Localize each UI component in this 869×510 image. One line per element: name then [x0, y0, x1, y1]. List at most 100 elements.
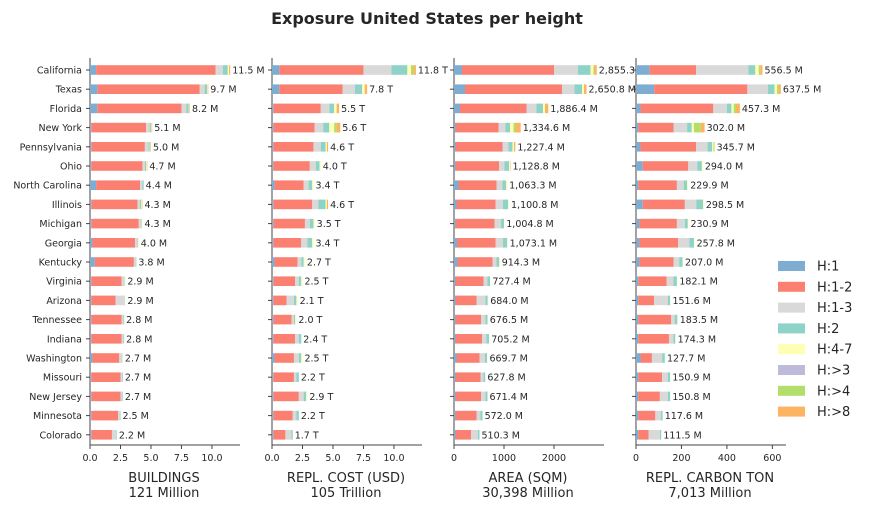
bar-segment: [142, 161, 145, 171]
bar-segment: [90, 218, 92, 229]
bar-segment: [454, 257, 458, 267]
state-label: Pennsylvania: [20, 142, 82, 153]
value-label: 2.7 M: [125, 373, 151, 384]
bar-segment: [638, 276, 667, 286]
bar-segment: [279, 84, 343, 94]
bar-segment: [483, 372, 486, 382]
bar-segment: [199, 84, 205, 94]
bar-segment: [306, 391, 308, 402]
bar-segment: [273, 199, 313, 210]
bar-segment: [778, 84, 781, 94]
bar-segment: [272, 65, 280, 75]
bar-segment: [636, 199, 643, 210]
bar-segment: [138, 218, 142, 229]
value-label: 1,886.4 M: [550, 104, 597, 115]
value-label: 298.5 M: [706, 200, 744, 211]
bar-segment: [508, 142, 513, 152]
bar-segment: [363, 65, 392, 75]
bar-segment: [334, 122, 337, 133]
bar-segment: [303, 180, 309, 190]
bar-segment: [673, 122, 688, 133]
bar-segment: [90, 161, 92, 171]
bar-segment: [460, 103, 527, 114]
bar-segment: [454, 238, 457, 248]
bar-segment: [636, 180, 639, 190]
bar-segment: [272, 238, 274, 248]
bar-segment: [638, 391, 660, 402]
bar-segment: [97, 84, 200, 94]
bar-segment: [526, 103, 537, 114]
value-label: 3.8 M: [138, 258, 164, 269]
state-label: Michigan: [39, 219, 82, 230]
bar-segment: [668, 334, 674, 344]
bar-segment: [272, 314, 274, 325]
bar-segment: [149, 142, 151, 152]
bar-segment: [274, 257, 298, 267]
state-label: Minnesota: [33, 411, 82, 422]
bar-segment: [638, 180, 677, 190]
legend-label: H:1: [817, 260, 839, 275]
bar-segment: [146, 122, 150, 133]
bar-segment: [707, 142, 713, 152]
bar-segment: [90, 65, 97, 75]
bar-segment: [638, 295, 655, 306]
bar-segment: [91, 334, 122, 344]
bar-segment: [319, 161, 321, 171]
bar-segment: [696, 199, 704, 210]
bar-segment: [666, 276, 674, 286]
bar-segment: [767, 84, 775, 94]
bar-segment: [454, 314, 456, 325]
value-label: 150.8 M: [672, 392, 710, 403]
bar-segment: [543, 103, 545, 114]
bar-segment: [90, 353, 93, 363]
bar-segment: [301, 353, 303, 363]
x-axis-total: 105 Trillion: [311, 486, 382, 501]
bar-segment: [298, 276, 302, 286]
bar-segment: [121, 334, 124, 344]
bar-segment: [455, 122, 499, 133]
bar-segment: [636, 430, 639, 440]
value-label: 556.5 M: [764, 66, 802, 77]
value-label: 2.9 M: [127, 296, 153, 307]
value-label: 294.0 M: [705, 162, 743, 173]
bar-segment: [454, 161, 456, 171]
legend-swatch: [778, 302, 805, 313]
value-label: 637.5 M: [783, 85, 821, 96]
bar-segment: [295, 276, 299, 286]
bar-segment: [454, 122, 456, 133]
bar-segment: [291, 430, 293, 440]
bar-segment: [726, 103, 732, 114]
bar-segment: [120, 391, 123, 402]
bar-segment: [676, 180, 684, 190]
x-tick-label: 200: [672, 453, 690, 464]
bar-segment: [636, 257, 640, 267]
bar-segment: [90, 238, 93, 248]
state-label: Illinois: [52, 200, 82, 211]
legend-label: H:1-2: [817, 280, 852, 295]
state-label: Missouri: [43, 373, 82, 384]
bar-segment: [207, 84, 208, 94]
bar-segment: [476, 410, 481, 421]
bar-segment: [336, 103, 340, 114]
bar-segment: [454, 295, 456, 306]
bar-segment: [504, 161, 509, 171]
value-label: 5.5 T: [341, 104, 365, 115]
bar-segment: [454, 334, 456, 344]
bar-segment: [90, 334, 92, 344]
bar-segment: [667, 391, 671, 402]
bar-segment: [455, 161, 499, 171]
bar-segment: [545, 103, 549, 114]
bar-segment: [661, 410, 663, 421]
bar-segment: [495, 199, 503, 210]
value-label: 2.7 M: [125, 392, 151, 403]
bar-segment: [696, 65, 749, 75]
bar-segment: [636, 334, 639, 344]
bar-segment: [307, 238, 313, 248]
bar-segment: [272, 103, 274, 114]
bar-segment: [636, 103, 641, 114]
bar-segment: [479, 353, 485, 363]
value-label: 182.1 M: [679, 277, 717, 288]
value-label: 1,073.1 M: [510, 238, 557, 249]
bar-segment: [326, 142, 329, 152]
